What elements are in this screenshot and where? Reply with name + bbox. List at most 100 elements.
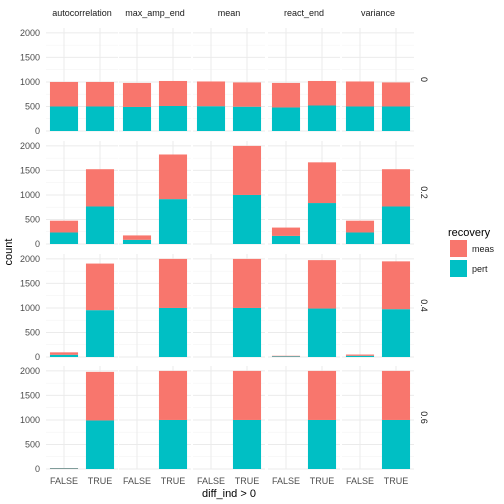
bar-meas (232, 145, 262, 195)
bar-pert (85, 420, 115, 469)
y-tick-label: 1500 (20, 52, 40, 62)
bar-meas (381, 261, 411, 310)
bar-pert (158, 199, 188, 244)
bar-pert (307, 419, 337, 469)
bar-meas (307, 260, 337, 309)
y-axis-title: count (3, 239, 15, 266)
bar-pert (307, 308, 337, 357)
bar-pert (158, 105, 188, 131)
y-tick-label: 500 (25, 101, 40, 111)
x-tick-label: TRUE (88, 476, 113, 486)
bar-pert (345, 106, 375, 131)
bar-pert (381, 106, 411, 131)
bar-meas (196, 81, 226, 107)
legend-label-pert: pert (472, 264, 488, 274)
bar-meas (85, 371, 115, 421)
bar-pert (232, 419, 262, 469)
facet-row-label: 0.4 (419, 299, 429, 312)
bar-meas (158, 80, 188, 106)
bar-meas (85, 263, 115, 311)
y-tick-label: 1500 (20, 390, 40, 400)
y-tick-label: 2000 (20, 366, 40, 376)
x-tick-label: FALSE (272, 476, 300, 486)
y-tick-label: 0 (35, 352, 40, 362)
y-tick-label: 1500 (20, 278, 40, 288)
y-tick-label: 0 (35, 239, 40, 249)
y-tick-label: 2000 (20, 141, 40, 151)
legend-label-meas: meas (472, 244, 495, 254)
bar-pert (85, 310, 115, 357)
bar-pert (232, 307, 262, 357)
x-tick-label: TRUE (310, 476, 335, 486)
bar-meas (381, 370, 411, 420)
y-tick-label: 1000 (20, 77, 40, 87)
y-tick-label: 500 (25, 214, 40, 224)
bar-meas (232, 370, 262, 420)
bar-meas (271, 227, 301, 236)
facet-column-label: variance (361, 8, 395, 18)
bar-pert (307, 105, 337, 131)
bar-pert (381, 206, 411, 244)
bar-pert (271, 107, 301, 131)
bar-meas (85, 169, 115, 207)
legend-swatch-pert (450, 260, 467, 277)
bar-pert (232, 106, 262, 131)
y-tick-label: 0 (35, 126, 40, 136)
bar-pert (49, 106, 79, 131)
bar-pert (49, 232, 79, 244)
bar-meas (345, 354, 375, 356)
bar-meas (271, 355, 301, 357)
bar-meas (122, 235, 152, 240)
bar-pert (85, 106, 115, 131)
bar-meas (232, 82, 262, 107)
bar-meas (381, 82, 411, 107)
bar-pert (381, 309, 411, 357)
y-tick-label: 1000 (20, 303, 40, 313)
facet-column-label: react_end (284, 8, 324, 18)
bar-pert (271, 235, 301, 244)
y-tick-label: 2000 (20, 254, 40, 264)
bar-pert (85, 206, 115, 244)
facet-row-label: 0 (419, 77, 429, 82)
bar-meas (158, 258, 188, 308)
bar-meas (307, 80, 337, 106)
bar-meas (49, 81, 79, 107)
bar-pert (232, 194, 262, 244)
bar-pert (158, 307, 188, 357)
x-tick-label: TRUE (161, 476, 186, 486)
legend-title: recovery (448, 227, 491, 239)
y-tick-label: 2000 (20, 28, 40, 38)
y-tick-label: 1000 (20, 190, 40, 200)
bar-meas (85, 81, 115, 107)
x-axis-title: diff_ind > 0 (202, 488, 256, 500)
bar-pert (49, 354, 79, 357)
bar-meas (232, 258, 262, 308)
bar-pert (307, 203, 337, 244)
bar-meas (381, 169, 411, 207)
y-tick-label: 1000 (20, 415, 40, 425)
bar-pert (158, 419, 188, 469)
y-tick-label: 500 (25, 439, 40, 449)
bar-pert (381, 419, 411, 469)
bar-pert (122, 239, 152, 244)
bar-meas (158, 154, 188, 200)
bar-meas (49, 220, 79, 233)
bar-pert (196, 106, 226, 131)
y-tick-label: 500 (25, 327, 40, 337)
y-tick-label: 0 (35, 464, 40, 474)
bar-meas (49, 352, 79, 355)
bar-pert (345, 355, 375, 357)
facet-column-label: mean (218, 8, 241, 18)
legend-swatch-meas (450, 240, 467, 257)
x-tick-label: FALSE (346, 476, 374, 486)
x-tick-label: FALSE (123, 476, 151, 486)
x-tick-label: FALSE (197, 476, 225, 486)
facet-row-label: 0.2 (419, 186, 429, 199)
bar-meas (122, 82, 152, 107)
bar-meas (345, 220, 375, 233)
bar-meas (307, 162, 337, 204)
bar-meas (271, 82, 301, 108)
bar-pert (271, 356, 301, 357)
